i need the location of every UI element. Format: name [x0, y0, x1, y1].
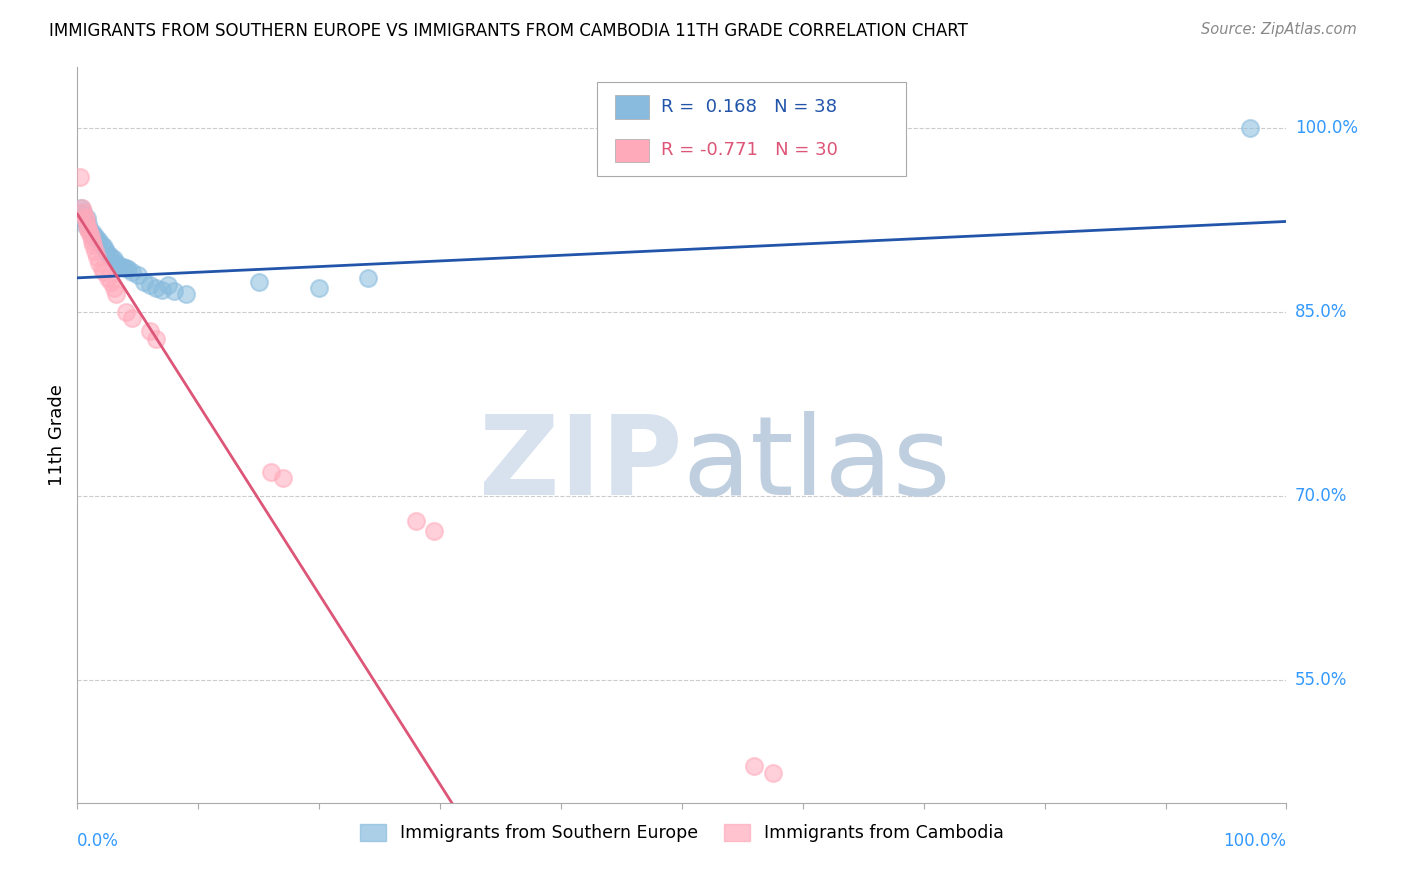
Point — [75, 219, 97, 234]
Point — [103, 252, 125, 267]
Point — [96, 244, 118, 258]
Point — [744, 759, 766, 773]
Point — [87, 234, 110, 248]
Point — [121, 311, 143, 326]
Text: 85.0%: 85.0% — [1295, 303, 1347, 321]
Text: ZIP: ZIP — [478, 411, 682, 517]
Point — [96, 271, 118, 285]
Point — [97, 247, 120, 261]
Point — [132, 275, 155, 289]
Point — [93, 265, 115, 279]
Point — [100, 250, 122, 264]
Point — [112, 260, 135, 274]
Point — [145, 281, 167, 295]
Point — [79, 226, 101, 240]
Point — [308, 281, 330, 295]
Text: R = -0.771   N = 30: R = -0.771 N = 30 — [661, 142, 838, 160]
Text: 100.0%: 100.0% — [1223, 832, 1286, 850]
Point — [108, 259, 131, 273]
Point — [121, 265, 143, 279]
Point — [79, 229, 101, 244]
Point — [70, 201, 93, 215]
Point — [1239, 121, 1261, 136]
Text: 70.0%: 70.0% — [1295, 487, 1347, 505]
Y-axis label: 11th Grade: 11th Grade — [48, 384, 66, 486]
Point — [73, 213, 96, 227]
Point — [762, 766, 785, 780]
Point — [73, 210, 96, 224]
Point — [75, 213, 97, 227]
Point — [90, 237, 112, 252]
Point — [157, 278, 180, 293]
Point — [87, 256, 110, 270]
Point — [80, 234, 103, 248]
Point — [271, 471, 294, 485]
Text: 100.0%: 100.0% — [1295, 120, 1358, 137]
Text: 0.0%: 0.0% — [77, 832, 120, 850]
Point — [114, 305, 136, 319]
Point — [93, 240, 115, 254]
Point — [69, 170, 91, 185]
Point — [117, 262, 139, 277]
Legend: Immigrants from Southern Europe, Immigrants from Cambodia: Immigrants from Southern Europe, Immigra… — [353, 817, 1011, 849]
Point — [100, 275, 122, 289]
Point — [76, 219, 98, 234]
FancyBboxPatch shape — [598, 81, 905, 176]
Point — [114, 261, 136, 276]
Point — [174, 286, 197, 301]
Point — [86, 232, 108, 246]
Text: atlas: atlas — [682, 411, 950, 517]
Point — [150, 283, 173, 297]
Point — [260, 465, 283, 479]
Point — [103, 281, 125, 295]
Point — [139, 324, 162, 338]
FancyBboxPatch shape — [616, 138, 650, 162]
FancyBboxPatch shape — [616, 95, 650, 119]
Point — [77, 222, 100, 236]
Text: 55.0%: 55.0% — [1295, 671, 1347, 690]
Point — [356, 271, 378, 285]
Point — [79, 222, 101, 236]
Point — [72, 204, 94, 219]
Point — [127, 268, 149, 283]
Point — [145, 332, 167, 346]
Text: IMMIGRANTS FROM SOUTHERN EUROPE VS IMMIGRANTS FROM CAMBODIA 11TH GRADE CORRELATI: IMMIGRANTS FROM SOUTHERN EUROPE VS IMMIG… — [49, 22, 969, 40]
Text: Source: ZipAtlas.com: Source: ZipAtlas.com — [1201, 22, 1357, 37]
Point — [84, 229, 107, 244]
Point — [105, 286, 128, 301]
Point — [90, 262, 112, 277]
Point — [423, 524, 446, 538]
Point — [80, 226, 103, 240]
Point — [82, 237, 104, 252]
Point — [77, 217, 100, 231]
Point — [405, 514, 427, 528]
Point — [139, 278, 162, 293]
Point — [70, 210, 93, 224]
Point — [86, 250, 108, 264]
Point — [163, 285, 186, 299]
Point — [76, 211, 98, 225]
Point — [72, 204, 94, 219]
Point — [69, 207, 91, 221]
Point — [105, 256, 128, 270]
Point — [84, 244, 107, 258]
Point — [82, 227, 104, 242]
Point — [70, 201, 93, 215]
Text: R =  0.168   N = 38: R = 0.168 N = 38 — [661, 98, 838, 116]
Point — [247, 275, 270, 289]
